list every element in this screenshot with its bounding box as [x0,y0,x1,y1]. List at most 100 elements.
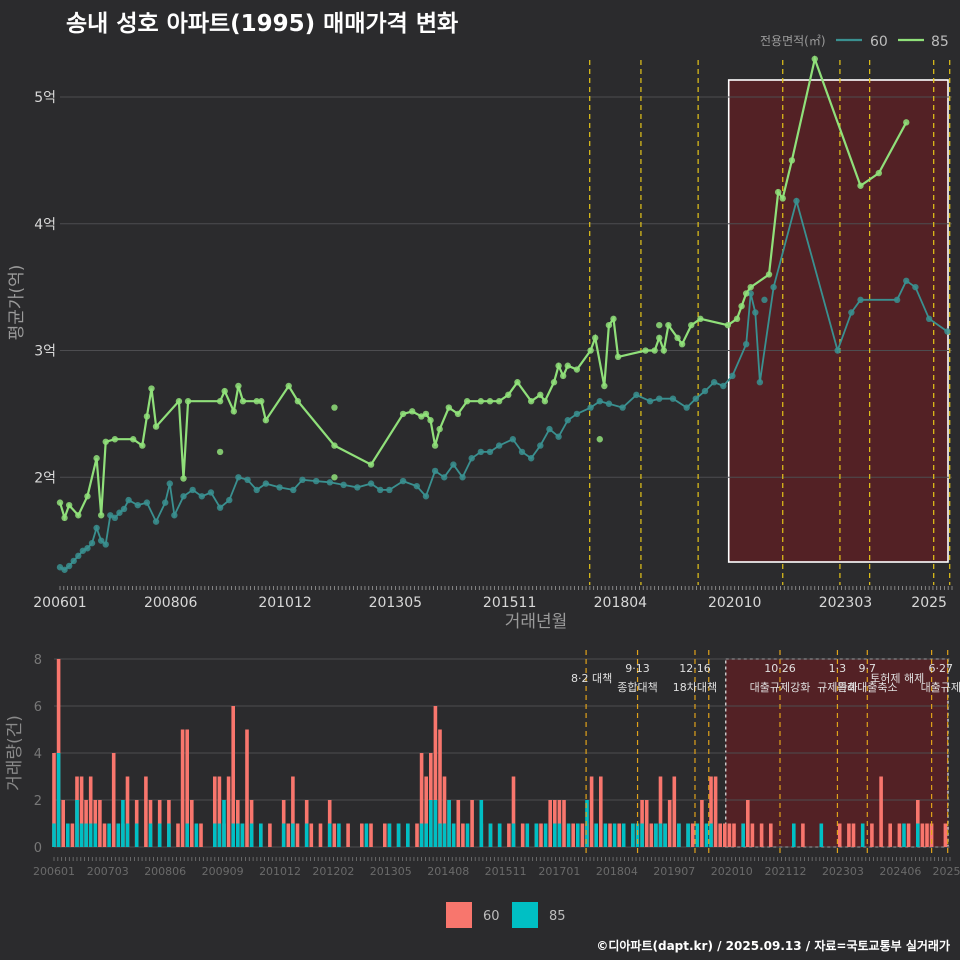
x-tick-label: 200601 [33,595,86,611]
bar-85 [658,823,663,847]
bar-85 [741,823,745,847]
bar-60 [383,823,387,847]
bar-85 [259,823,263,847]
data-point-85 [678,340,686,348]
data-point-85 [697,315,704,323]
bar-60 [801,823,805,847]
bar-60 [943,823,948,847]
bar-85 [213,823,217,847]
bar-85 [304,823,309,847]
data-point-85 [688,321,695,329]
x-tick-label: 202303 [819,595,872,611]
bar-60 [539,823,543,847]
bar-85 [84,823,88,847]
data-point-60 [276,484,283,491]
bar-85 [88,823,93,847]
data-point-85 [486,398,494,405]
data-point-60 [152,518,160,525]
x-tick-label: 2025 [911,595,947,611]
data-point-60 [171,512,178,519]
data-point-85 [239,398,247,405]
policy-name: 토허제 해제 [870,671,924,685]
data-point-85 [656,321,663,329]
bar-85 [534,823,539,847]
data-point-60 [656,395,663,402]
data-point-60 [134,501,141,509]
bar-60 [580,823,585,847]
bar-85 [185,823,189,847]
bar-60 [419,753,424,847]
bar-85 [557,823,562,847]
legend-label-85: 85 [931,34,949,50]
policy-date: 6·27 [929,662,954,675]
bar-85 [93,823,98,847]
x-tick-label: 201804 [594,595,648,611]
bar-60 [111,753,116,847]
y-tick-label: 6 [34,700,42,715]
data-point-60 [742,340,750,348]
bar-85 [566,823,571,847]
data-point-60 [944,328,951,335]
legend-label-85: 85 [549,909,566,924]
bar-85 [451,823,456,847]
x-tick-label: 201701 [538,865,580,878]
data-point-60 [299,476,306,484]
bar-60 [231,706,235,847]
bar-60 [190,800,194,847]
data-point-60 [253,486,260,494]
data-point-85 [180,475,187,482]
policy-name: 종합대책 [617,681,657,694]
data-point-85 [216,448,224,456]
bar-60 [70,823,75,847]
x-tick-label: 201012 [258,595,311,611]
bar-60 [268,823,272,847]
bar-85 [433,800,438,847]
bar-85 [511,823,516,847]
bar-85 [396,823,401,847]
data-point-60 [605,400,613,407]
x-tick-label: 200703 [87,865,129,878]
bar-85 [447,800,451,847]
policy-date: 12·16 [679,662,711,675]
bar-60 [888,823,892,847]
y-tick-label: 8 [34,653,42,668]
bar-85 [621,823,626,847]
bar-60 [245,729,249,847]
bar-60 [571,823,575,847]
data-point-60 [244,476,251,484]
data-point-60 [450,461,457,468]
x-tick-label: 201804 [596,865,638,878]
data-point-60 [75,552,82,560]
bar-60 [286,823,291,847]
data-point-60 [290,486,297,494]
bar-60 [879,776,883,847]
x-tick-label: 200806 [144,865,186,878]
data-point-85 [592,334,599,342]
policy-date: 1·3 [829,662,847,675]
data-point-60 [441,474,448,481]
data-point-85 [93,455,100,462]
bar-85 [249,823,254,847]
data-point-85 [857,182,864,189]
policy-date: 9·7 [859,662,877,675]
y-tick-label: 2억 [34,470,56,486]
data-point-60 [486,448,494,456]
data-point-85 [505,391,512,399]
data-point-60 [633,391,640,399]
x-tick-label: 200806 [144,595,198,611]
bar-60 [369,823,373,847]
y-tick-label: 2 [34,794,42,809]
data-point-60 [555,433,562,440]
bar-85 [585,800,589,847]
bar-85 [194,823,199,847]
data-point-85 [674,334,681,342]
data-point-85 [399,410,407,418]
data-point-60 [180,493,187,500]
data-point-60 [710,379,718,386]
bar-85 [603,823,608,847]
data-point-60 [527,455,535,462]
bar-60 [713,776,718,847]
data-point-60 [495,442,503,449]
data-point-85 [747,283,754,291]
data-point-85 [216,398,224,405]
